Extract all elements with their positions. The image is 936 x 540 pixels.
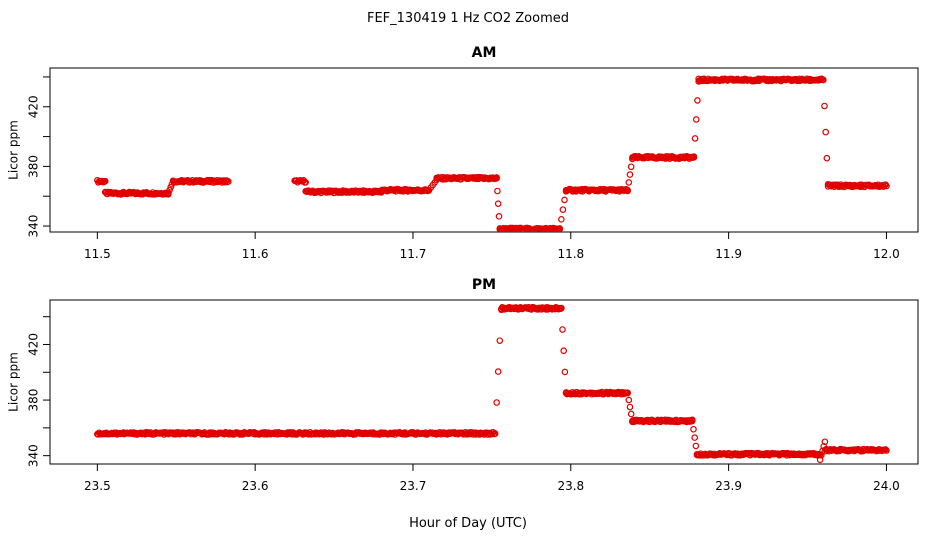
data-point <box>821 102 828 110</box>
data-point <box>560 347 568 355</box>
data-point <box>624 389 631 397</box>
x-tick-label: 11.8 <box>557 247 584 261</box>
pm-panel: PM 23.5 23.6 23.7 23.8 23.9 24.0 340 380 420 Licor… <box>7 277 919 493</box>
y-tick-label: 340 <box>27 444 41 467</box>
data-point <box>694 97 701 104</box>
data-point <box>495 213 503 220</box>
data-point <box>692 442 700 450</box>
data-point <box>691 434 698 441</box>
x-tick-label: 24.0 <box>873 479 900 493</box>
data-point <box>493 399 500 406</box>
data-point <box>561 196 568 204</box>
data-point <box>822 128 829 136</box>
data-point <box>167 183 175 191</box>
panel-title: PM <box>472 277 496 293</box>
y-tick-label: 420 <box>27 333 41 356</box>
data-point <box>624 186 631 194</box>
x-tick-label: 11.7 <box>400 247 427 261</box>
data-point <box>626 171 634 178</box>
x-tick-label: 11.9 <box>715 247 742 261</box>
x-tick-label: 23.6 <box>242 479 269 493</box>
data-point <box>225 178 232 185</box>
data-point <box>558 216 565 223</box>
data-point <box>820 76 827 84</box>
data-point <box>691 135 699 142</box>
y-axis-label: Licor ppm <box>7 352 21 412</box>
figure-title: FEF_130419 1 Hz CO2 Zoomed <box>367 11 569 26</box>
x-tick-label: 23.7 <box>400 479 427 493</box>
data-point <box>692 116 700 123</box>
x-tick-label: 12.0 <box>873 247 900 261</box>
data-point <box>883 182 890 190</box>
y-axis-label: Licor ppm <box>7 120 21 180</box>
data-point <box>821 438 829 446</box>
y-tick-label: 380 <box>27 155 41 178</box>
data-point <box>494 368 502 375</box>
data-point <box>556 225 564 232</box>
panel-title: AM <box>472 45 497 61</box>
data-point <box>823 154 831 162</box>
x-axis-label: Hour of Day (UTC) <box>409 516 527 531</box>
am-panel: AM 11.5 11.6 11.7 11.8 11.9 12.0 340 380 420 Licor… <box>7 45 919 261</box>
data-point <box>627 163 635 171</box>
data-point <box>493 175 500 182</box>
data-point <box>559 326 566 333</box>
data-point <box>561 368 569 376</box>
data-point <box>883 447 890 454</box>
data-points <box>94 75 890 232</box>
data-point <box>818 452 825 459</box>
data-point <box>625 179 633 186</box>
y-tick-label: 340 <box>27 215 41 238</box>
data-point <box>816 456 824 464</box>
x-tick-label: 23.5 <box>84 479 111 493</box>
data-point <box>689 417 696 425</box>
data-point <box>627 410 635 418</box>
data-point <box>626 403 634 411</box>
x-tick-label: 23.9 <box>715 479 742 493</box>
plot-frame <box>49 67 919 233</box>
data-point <box>165 189 172 197</box>
x-tick-label: 11.5 <box>84 247 111 261</box>
data-point <box>625 396 633 404</box>
x-tick-label: 23.8 <box>557 479 584 493</box>
data-point <box>558 305 565 312</box>
data-points <box>94 303 890 464</box>
data-point <box>491 430 499 437</box>
data-point <box>494 200 502 207</box>
plot-frame <box>49 299 919 465</box>
x-tick-label: 11.6 <box>242 247 269 261</box>
y-tick-label: 380 <box>27 389 41 412</box>
data-point <box>166 186 173 194</box>
data-point <box>302 179 309 186</box>
data-point <box>559 206 567 213</box>
data-point <box>101 177 109 185</box>
data-point <box>690 425 697 433</box>
data-point <box>825 447 832 455</box>
data-point <box>690 154 698 161</box>
data-point <box>494 187 501 195</box>
data-point <box>496 337 504 344</box>
y-tick-label: 420 <box>27 95 41 118</box>
data-point <box>882 446 889 453</box>
